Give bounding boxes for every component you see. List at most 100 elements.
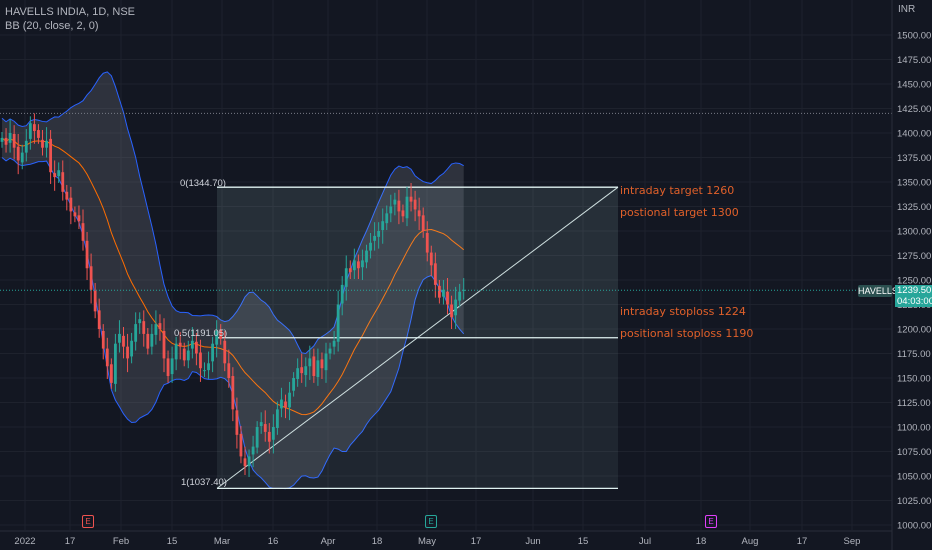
candle-body (316, 360, 320, 378)
time-axis-tick: 18 (372, 536, 383, 547)
candle-body (85, 240, 89, 269)
candle-body (215, 330, 219, 345)
candle-body (324, 353, 328, 371)
candle-body (89, 266, 93, 290)
indicator-title[interactable]: BB (20, close, 2, 0) (5, 20, 99, 32)
time-axis-tick: Sep (844, 536, 861, 547)
fib-level-1: 1(1037.40) (181, 477, 227, 488)
candle-body (340, 284, 344, 304)
candle-body (308, 358, 312, 367)
candle-body (271, 427, 275, 440)
price-axis-tick: 1175.00 (897, 349, 931, 360)
candle-body (12, 133, 16, 148)
time-axis-tick: 15 (578, 536, 589, 547)
candle-body (446, 291, 449, 305)
fib-zone-lower (217, 337, 618, 489)
price-axis-tick: 1450.00 (897, 80, 931, 91)
candle-body (134, 324, 138, 342)
candle-body (417, 210, 421, 217)
candle-body (385, 213, 389, 224)
price-axis-tick: 1300.00 (897, 227, 931, 238)
candle-body (292, 378, 295, 391)
candle-body (243, 458, 247, 467)
time-axis-tick: 18 (696, 536, 707, 547)
candle-body (438, 285, 441, 298)
candle-body (126, 346, 129, 359)
price-axis-tick: 1150.00 (897, 374, 931, 385)
candle-body (146, 333, 150, 349)
candle-body (280, 399, 283, 409)
candle-body (393, 199, 397, 205)
time-axis-tick: Feb (113, 536, 129, 547)
candle-body (377, 231, 381, 237)
price-axis-tick: 1050.00 (897, 472, 931, 483)
price-axis-tick: 1200.00 (897, 325, 931, 336)
candle-body (186, 350, 190, 361)
earnings-event-icon[interactable]: E (425, 515, 437, 528)
candle-body (142, 321, 146, 334)
candle-body (352, 260, 356, 271)
candle-body (389, 206, 393, 214)
candle-body (442, 289, 445, 297)
candle-body (49, 138, 52, 173)
candle-body (170, 358, 174, 375)
candle-body (150, 333, 154, 347)
bollinger-upper-line (1, 71, 464, 354)
candle-body (421, 215, 425, 231)
candle-body (195, 341, 198, 354)
earnings-event-icon[interactable]: E (82, 515, 94, 528)
candle-body (109, 364, 113, 383)
candle-body (259, 422, 263, 427)
price-axis-tick: 1100.00 (897, 423, 931, 434)
time-axis-tick: 17 (797, 536, 808, 547)
price-axis-tick: 1400.00 (897, 129, 931, 140)
symbol-badge: HAVELLS (858, 285, 898, 297)
last-price-badge: 1239.50 04:03:00 (895, 285, 932, 307)
fib-level-05: 0.5(1191.05) (174, 328, 228, 339)
candle-body (182, 348, 186, 361)
candle-body (138, 319, 142, 324)
candle-body (267, 431, 271, 442)
candle-body (276, 409, 279, 428)
candle-body (77, 215, 81, 222)
price-axis-tick: 1275.00 (897, 251, 931, 262)
intraday-stoploss-label: intraday stoploss 1224 (620, 305, 746, 318)
candle-body (348, 268, 352, 273)
candle-body (166, 358, 170, 377)
candle-body (190, 340, 194, 349)
candle-body (16, 146, 20, 161)
price-axis-tick: 1350.00 (897, 178, 931, 189)
candle-body (199, 352, 202, 369)
price-axis-tick: 1375.00 (897, 153, 931, 164)
candle-body (357, 261, 360, 269)
candle-body (369, 242, 372, 251)
candle-body (312, 356, 316, 377)
candle-body (211, 343, 214, 362)
price-axis-tick: 1250.00 (897, 276, 931, 287)
time-axis-tick: 15 (167, 536, 178, 547)
positional-stoploss-label: positional stoploss 1190 (620, 327, 754, 340)
symbol-title[interactable]: HAVELLS INDIA, 1D, NSE (5, 6, 136, 18)
time-axis-tick: May (418, 536, 436, 547)
time-axis-tick: 17 (65, 536, 76, 547)
candle-body (405, 196, 409, 219)
time-axis-tick: Aug (742, 536, 759, 547)
candle-body (65, 191, 69, 200)
candle-body (425, 232, 429, 253)
earnings-event-icon[interactable]: E (705, 515, 717, 528)
candle-body (174, 343, 178, 360)
last-price: 1239.50 (897, 285, 932, 296)
fib-trend-line (216, 186, 619, 489)
fib-zone-upper (217, 187, 618, 338)
positional-target-label: postional target 1300 (620, 206, 739, 219)
price-axis-tick: 1500.00 (897, 31, 931, 42)
time-axis-tick: Mar (214, 536, 230, 547)
candle-body (118, 333, 121, 343)
candle-body (429, 252, 433, 266)
candle-body (251, 446, 255, 455)
candle-body (365, 250, 368, 263)
price-axis-tick: 1075.00 (897, 447, 931, 458)
candle-body (45, 140, 48, 148)
candle-body (154, 324, 158, 335)
